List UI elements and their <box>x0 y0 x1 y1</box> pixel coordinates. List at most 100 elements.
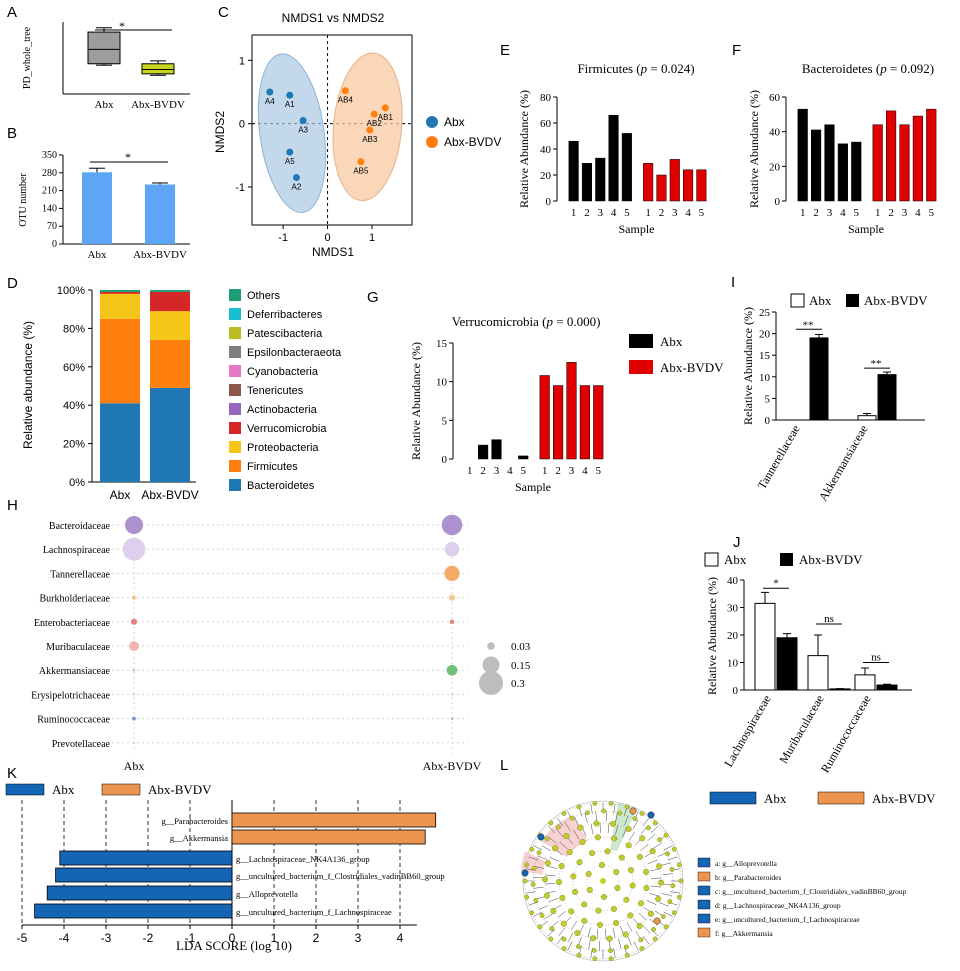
key-swatch <box>697 899 711 910</box>
plot-frame <box>251 34 413 226</box>
branch <box>626 922 633 932</box>
node <box>625 825 632 832</box>
branch <box>670 891 681 894</box>
bubble-muribaculaceae-0 <box>129 641 139 651</box>
bar-abx <box>854 674 876 691</box>
x-tick-label: 5 <box>699 207 705 219</box>
lda-bar-label: g__Lachnospiraceae_NK4A136_group <box>236 854 370 864</box>
node <box>622 931 629 938</box>
branch <box>628 832 635 841</box>
legend-label: Bacteroidetes <box>247 480 315 492</box>
branch <box>650 885 661 888</box>
node <box>643 885 650 892</box>
y-tick-label: 0 <box>239 119 245 131</box>
lda-bar-label: g__uncultured_bacterium_f_Clostridiales_… <box>236 871 445 881</box>
bubble-enterobacteriaceae-1 <box>449 619 455 624</box>
x-tick-label: Abx <box>88 249 107 261</box>
branch <box>533 877 544 879</box>
legend-swatch <box>229 308 241 320</box>
column-label: Abx <box>124 759 145 773</box>
branch <box>533 887 544 889</box>
y-axis-label: Relative Abundance (%) <box>705 577 719 695</box>
node <box>676 894 682 900</box>
y-tick-label: 0% <box>69 477 85 489</box>
x-tick-label: -2 <box>143 931 154 945</box>
branch <box>663 911 673 917</box>
panel-e-firmicutes-bars: 0 20 40 60 80 Firmicutes (p = 0.024) Relative … <box>517 61 707 236</box>
y-tick-label: 80% <box>63 323 85 335</box>
significance-marker: * <box>125 150 131 164</box>
node <box>576 952 582 958</box>
node <box>556 879 563 886</box>
x-axis-label: LDA SCORE (log 10) <box>176 938 292 953</box>
branch <box>640 826 648 835</box>
branch <box>590 803 593 814</box>
lda-bar-label: g__uncultured_bacterium_f_Lachnospiracea… <box>236 907 392 917</box>
branch <box>558 927 566 936</box>
point-ab1 <box>381 104 389 112</box>
x-tick-label: -1 <box>278 232 288 244</box>
bar-sample-2 <box>886 110 897 202</box>
branch <box>528 856 539 861</box>
branch <box>549 857 560 862</box>
legend-swatch <box>5 783 45 796</box>
branch <box>649 893 660 897</box>
x-tick-label: 1 <box>369 232 375 244</box>
node <box>618 854 625 861</box>
node <box>614 884 621 891</box>
key-label: c: g__uncultured_bacterium_f_Clostridial… <box>715 887 907 896</box>
bar-sample-1 <box>568 140 579 202</box>
y-tick-label: 20 <box>540 170 552 182</box>
lda-bar <box>55 867 233 883</box>
branch <box>584 813 588 824</box>
bar-sample-2 <box>581 163 592 202</box>
x-tick-label: 1 <box>467 465 473 477</box>
size-legend-label: 0.15 <box>511 660 531 672</box>
node <box>617 810 623 816</box>
bar-sample-2 <box>553 385 564 460</box>
bar-sample-3 <box>595 157 606 202</box>
point-label: A2 <box>292 183 302 192</box>
branch <box>548 897 559 903</box>
box-abx-bvdv <box>141 63 175 75</box>
branch <box>546 890 557 894</box>
x-tick-label: 2 <box>584 207 590 219</box>
legend-label: Abx <box>764 791 787 806</box>
branch <box>545 883 556 885</box>
node <box>637 900 644 907</box>
y-tick-label: 30 <box>727 603 739 615</box>
key-swatch <box>697 927 711 938</box>
panel-letter-j: J <box>733 534 741 551</box>
legend-label: Abx <box>660 334 683 349</box>
y-tick-label: 140 <box>42 203 57 214</box>
y-tick-label: 350 <box>42 150 57 161</box>
node <box>639 811 645 816</box>
node <box>592 956 598 961</box>
ring <box>558 836 648 926</box>
lda-bar <box>34 903 233 919</box>
bar-abx <box>82 172 112 244</box>
y-tick-label: 0 <box>733 685 739 697</box>
branch <box>533 911 543 917</box>
key-swatch <box>697 913 711 924</box>
x-tick-label: Abx-BVDV <box>131 99 185 111</box>
x-tick-label: 0 <box>324 232 330 244</box>
legend-label: Abx-BVDV <box>872 791 936 806</box>
x-tick-label: 5 <box>521 465 527 477</box>
bar-sample-4 <box>683 169 694 202</box>
legend-label: Verrucomicrobia <box>247 423 327 435</box>
branch <box>571 921 578 930</box>
bubble-akkermansiaceae-1 <box>446 664 458 676</box>
panel-f-bacteroidetes-bars: 0 20 40 60 Bacteroidetes (p = 0.092) Relative… <box>747 61 937 236</box>
bar-sample-4 <box>579 385 590 460</box>
legend-swatch <box>229 479 241 491</box>
node <box>560 920 567 927</box>
node <box>613 920 620 927</box>
branch <box>632 820 639 830</box>
node <box>663 832 669 838</box>
branch <box>663 845 673 851</box>
node <box>568 908 575 915</box>
x-axis-label: Sample <box>619 222 655 236</box>
node <box>529 910 535 916</box>
segment-proteobacteria <box>100 293 140 319</box>
